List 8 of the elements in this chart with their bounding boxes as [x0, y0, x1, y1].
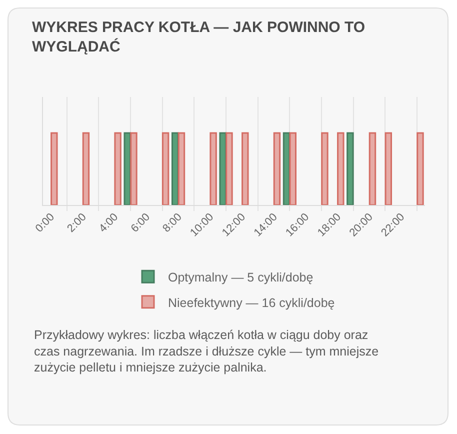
x-tick-label: 8:00 [160, 211, 184, 235]
legend-label: Nieefektywny — 16 cykli/dobę [168, 296, 335, 310]
chart-title: WYKRES PRACY KOTŁA — JAK POWINNO TO WYGLĄDAĆ [32, 19, 366, 56]
text: Przykładowy wykres: liczba włączeń kotła w ciągu doby oraz czas nagrzewania. Im rzadsze i dłuższe cykle — tym mniejsze zużycie pelletu i mniejsze zużycie palnika. [34, 328, 379, 374]
legend-label: Optymalny — 5 cykli/dobę [168, 270, 314, 284]
x-tick-label: 0:00 [33, 211, 57, 235]
x-tick-label: 6:00 [128, 211, 152, 235]
x-tick-label: 4:00 [97, 211, 121, 235]
